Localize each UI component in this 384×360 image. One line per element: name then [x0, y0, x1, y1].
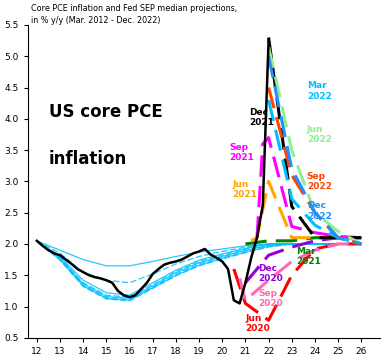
- Text: inflation: inflation: [49, 150, 127, 168]
- Text: 2020: 2020: [245, 324, 270, 333]
- Text: Core PCE inflation and Fed SEP median projections,
in % y/y (Mar. 2012 - Dec. 20: Core PCE inflation and Fed SEP median pr…: [31, 4, 237, 25]
- Text: US core PCE: US core PCE: [49, 103, 162, 121]
- Text: Mar
2022: Mar 2022: [307, 81, 332, 101]
- Text: Sep
2021: Sep 2021: [229, 143, 254, 162]
- Text: Dec
2021: Dec 2021: [249, 108, 274, 127]
- Text: Jun
2022: Jun 2022: [307, 125, 332, 144]
- Text: Mar
2021: Mar 2021: [296, 247, 321, 266]
- Text: Sep
2022: Sep 2022: [307, 172, 332, 192]
- Text: Sep
2020: Sep 2020: [258, 289, 283, 309]
- Text: Jun
2021: Jun 2021: [233, 180, 258, 199]
- Text: Dec
2020: Dec 2020: [258, 264, 283, 283]
- Text: Dec
2022: Dec 2022: [307, 201, 332, 221]
- Text: Jun: Jun: [245, 314, 262, 323]
